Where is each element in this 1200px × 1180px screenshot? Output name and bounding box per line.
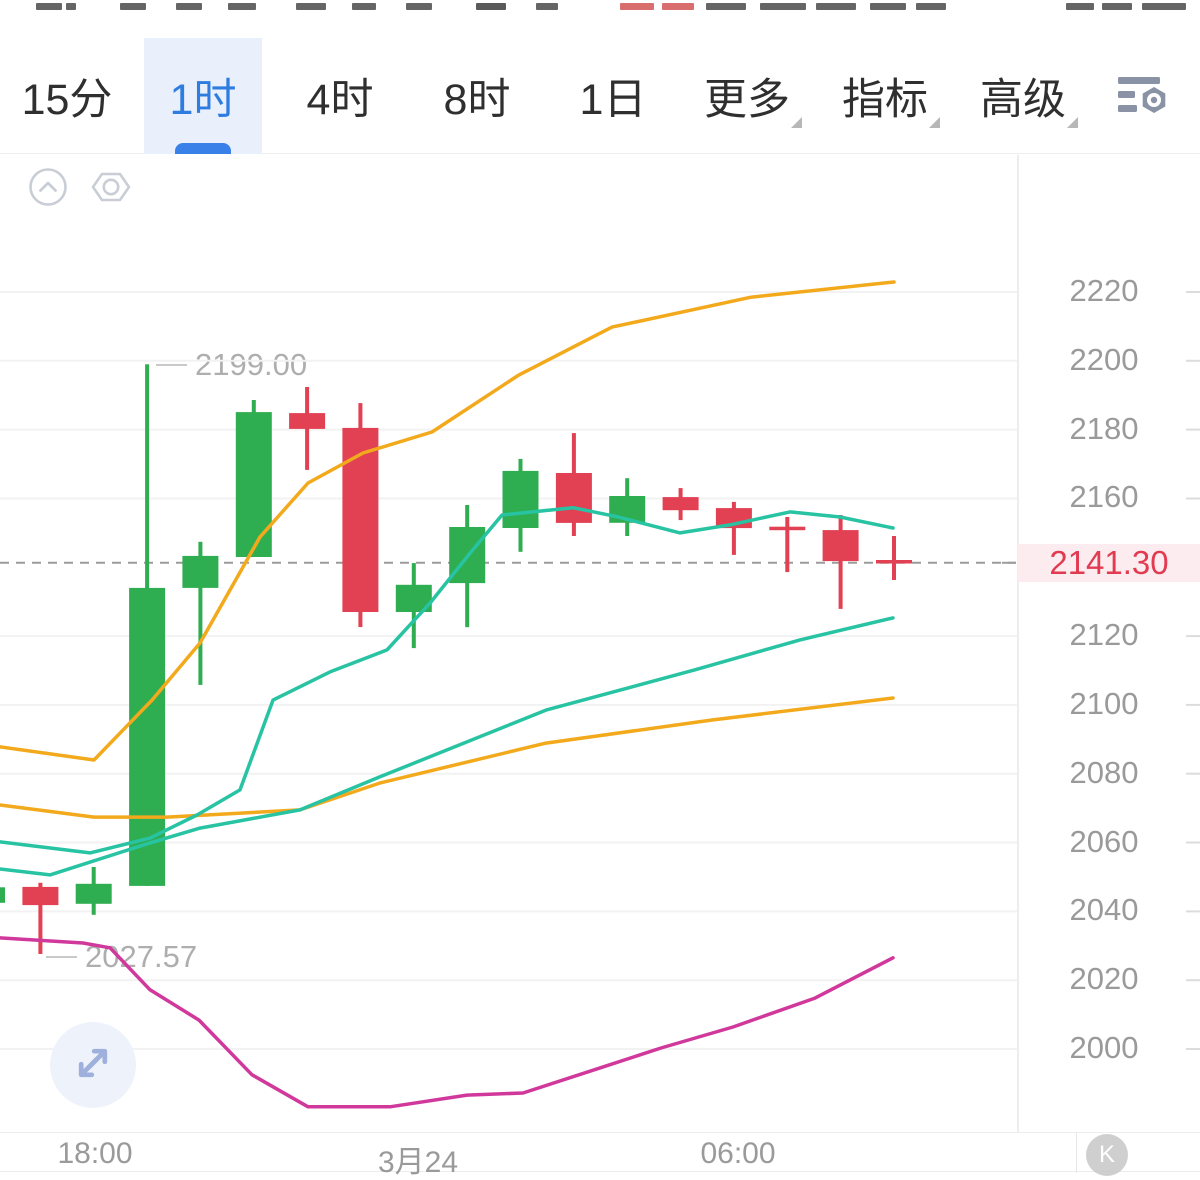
low-price-annotation: 2027.57 — [46, 939, 197, 975]
chart-toolbar: 15分 1时 4时 8时 1日 更多 指标 高级 — [0, 0, 1200, 154]
collapse-panel-button[interactable] — [28, 167, 68, 212]
candle-wick — [731, 501, 736, 555]
clipped-header-fragment — [1066, 3, 1094, 10]
upper-band-yellow-line — [0, 280, 896, 762]
menu-advanced[interactable]: 高级 — [980, 76, 1066, 124]
candle-body — [182, 555, 219, 588]
candle — [769, 517, 806, 573]
k-line-badge[interactable]: K — [1086, 1134, 1128, 1176]
dropdown-triangle-icon — [1067, 117, 1078, 128]
high-price-label: 2199.00 — [195, 347, 308, 382]
expand-chart-button[interactable] — [50, 1022, 136, 1108]
dropdown-triangle-icon — [929, 117, 940, 128]
candle-body — [0, 887, 5, 903]
tab-label: 1时 — [169, 76, 237, 124]
tab-label: 8时 — [443, 76, 511, 124]
candle-wick — [785, 517, 790, 573]
clipped-header-fragment — [760, 3, 806, 10]
tab-label: 1日 — [579, 76, 647, 124]
clipped-header-fragment — [870, 3, 906, 10]
clipped-header-fragment — [1142, 3, 1186, 10]
candle-wick — [838, 515, 843, 609]
clipped-header-fragment — [1102, 3, 1132, 10]
candle-body — [876, 560, 912, 564]
candle-body — [235, 412, 272, 557]
clipped-header-fragment — [352, 3, 376, 10]
clipped-header-fragment — [706, 3, 746, 10]
candle — [342, 403, 379, 628]
list-gear-icon[interactable] — [1116, 74, 1172, 127]
annotation-dash — [156, 364, 187, 366]
candle — [876, 536, 912, 580]
tab-label: 4时 — [306, 76, 374, 124]
candle — [662, 488, 699, 521]
clipped-header-fragment — [662, 3, 694, 10]
expand-arrows-icon — [67, 1037, 119, 1094]
candle-body — [502, 470, 539, 528]
candle-body — [555, 473, 592, 523]
candle — [715, 501, 752, 555]
candle — [289, 387, 326, 470]
menu-indicators[interactable]: 指标 — [842, 76, 928, 124]
candle — [0, 887, 5, 903]
clipped-header-fragment — [536, 3, 558, 10]
candle — [129, 364, 166, 886]
clipped-header-fragment — [228, 3, 256, 10]
tab-8h[interactable]: 8时 — [418, 38, 536, 154]
annotation-dash — [46, 956, 77, 958]
tab-1h[interactable]: 1时 — [144, 38, 262, 154]
tab-label: 15分 — [21, 76, 113, 124]
chart-settings-button[interactable] — [91, 167, 131, 212]
dropdown-triangle-icon — [791, 117, 802, 128]
low-price-label: 2027.57 — [85, 939, 198, 974]
clipped-header-fragment — [816, 3, 856, 10]
ma-fast-teal-line — [0, 505, 895, 855]
menu-more[interactable]: 更多 — [704, 76, 790, 124]
candle-wick — [38, 882, 43, 954]
candle-body — [769, 526, 806, 531]
k-badge-label: K — [1098, 1141, 1115, 1168]
candle-body — [75, 883, 112, 904]
clipped-header-fragment — [120, 3, 146, 10]
ma-slow-teal-line — [0, 616, 895, 877]
tab-1d[interactable]: 1日 — [554, 38, 672, 154]
candle — [502, 458, 539, 552]
candle — [609, 478, 646, 536]
candle-body — [662, 497, 699, 511]
candle-body — [289, 413, 326, 429]
lower-band-magenta-line — [0, 936, 895, 1109]
clipped-header-fragment — [176, 3, 202, 10]
candle-body — [22, 886, 59, 906]
clipped-header-fragment — [620, 3, 654, 10]
candle — [822, 515, 859, 609]
chevron-up-circle-icon — [28, 168, 68, 211]
candle — [555, 433, 592, 536]
active-tab-indicator — [175, 143, 231, 154]
candle — [75, 867, 112, 915]
candle-body — [342, 427, 379, 612]
clipped-header-fragment — [476, 3, 506, 10]
candle — [449, 505, 486, 628]
candle-body — [822, 530, 859, 562]
candle-body — [129, 587, 166, 886]
clipped-header-fragment — [296, 3, 326, 10]
clipped-header-fragment — [406, 3, 432, 10]
ma-long-yellow-line — [0, 696, 895, 819]
clipped-header-fragment — [916, 3, 946, 10]
candle — [22, 882, 59, 954]
clipped-header-fragment — [36, 3, 62, 10]
clipped-header-text — [0, 0, 1200, 13]
hexagon-gear-icon — [91, 172, 131, 211]
clipped-header-fragment — [66, 3, 76, 10]
candle-wick — [198, 541, 203, 685]
tab-4h[interactable]: 4时 — [281, 38, 399, 154]
candle-wick — [892, 536, 896, 580]
candle — [182, 541, 219, 685]
tab-15m[interactable]: 15分 — [8, 38, 126, 154]
candle — [235, 400, 272, 557]
high-price-annotation: 2199.00 — [156, 347, 307, 383]
